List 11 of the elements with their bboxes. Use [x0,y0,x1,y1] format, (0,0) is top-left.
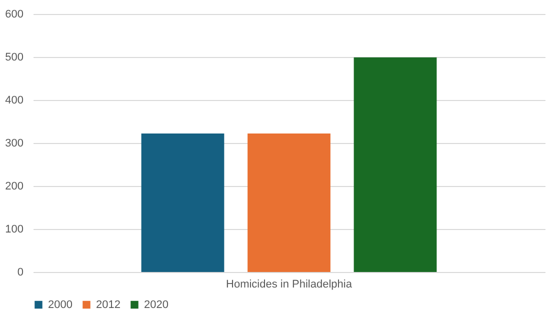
y-tick-label: 600 [5,8,24,20]
y-tick-label: 500 [5,52,24,64]
legend-label: 2000 [48,298,72,311]
legend-label: 2020 [144,298,168,311]
x-tick-label: Homicides in Philadelphia [226,278,353,290]
y-tick-label: 100 [5,224,24,236]
y-tick-label: 300 [5,138,24,150]
y-tick-label: 400 [5,94,24,106]
y-tick-label: 0 [17,266,24,278]
y-tick-label: 200 [5,180,24,192]
legend-label: 2012 [96,298,120,311]
